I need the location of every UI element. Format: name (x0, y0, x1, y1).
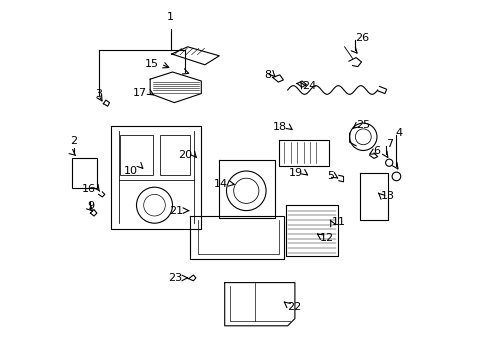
Text: 6: 6 (372, 146, 379, 156)
Text: 13: 13 (380, 191, 394, 201)
Text: 18: 18 (272, 122, 286, 132)
Text: 19: 19 (288, 168, 302, 178)
Text: 15: 15 (145, 59, 159, 69)
Text: 3: 3 (95, 89, 102, 99)
Text: 26: 26 (354, 33, 368, 43)
Text: 7: 7 (385, 139, 392, 149)
Text: 24: 24 (302, 81, 316, 91)
Bar (72, 158, 97, 188)
Text: 23: 23 (168, 273, 182, 283)
Text: 4: 4 (395, 128, 402, 138)
Text: 12: 12 (320, 233, 333, 243)
Text: 2: 2 (70, 136, 77, 146)
Text: 21: 21 (169, 206, 183, 216)
Text: 9: 9 (87, 201, 94, 211)
Text: 16: 16 (82, 184, 96, 194)
Bar (120, 135, 152, 175)
Text: 14: 14 (214, 179, 228, 189)
Text: 5: 5 (326, 171, 333, 181)
Text: 8: 8 (264, 70, 271, 80)
Text: 10: 10 (124, 166, 138, 176)
Text: 11: 11 (331, 217, 345, 228)
Text: 20: 20 (178, 150, 192, 160)
Text: 17: 17 (133, 88, 147, 98)
Bar (160, 135, 190, 175)
Text: 1: 1 (167, 12, 174, 22)
Text: 25: 25 (355, 120, 369, 130)
Text: 22: 22 (286, 302, 301, 312)
